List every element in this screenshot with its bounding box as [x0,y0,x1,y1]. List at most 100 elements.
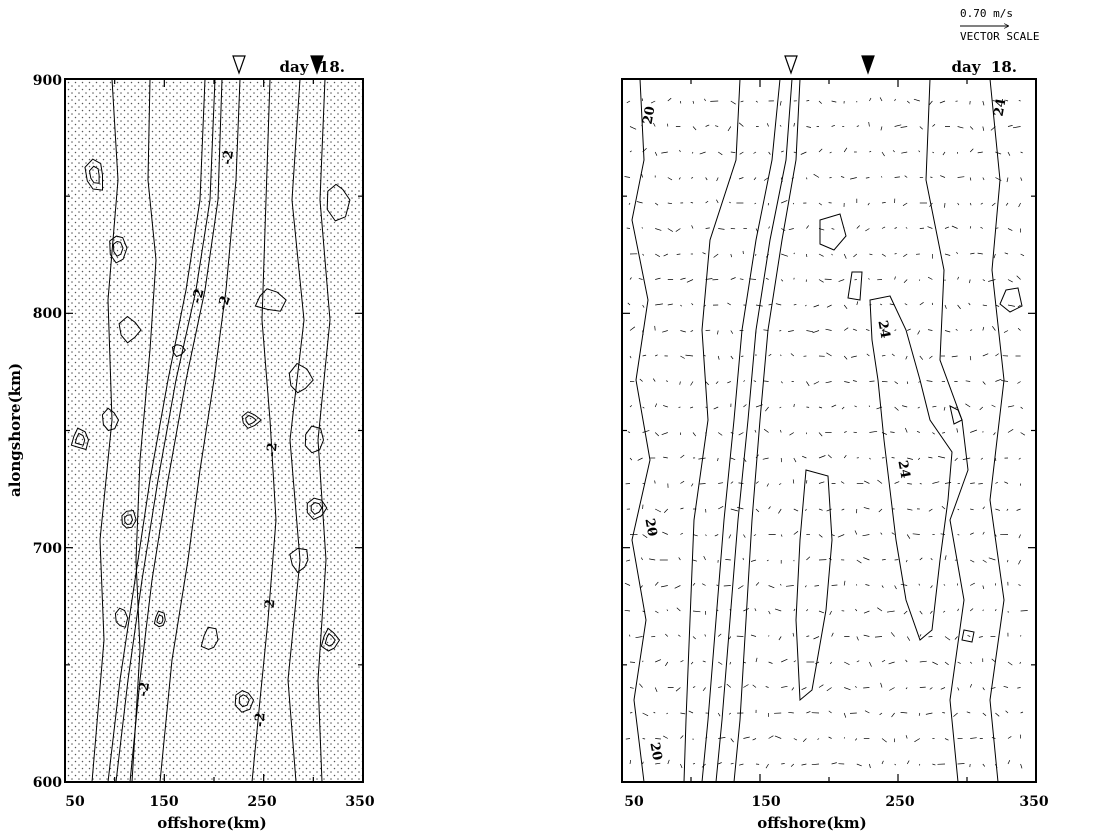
contour-line [715,78,793,783]
velocity-vector [1017,304,1021,308]
velocity-vector [739,763,744,766]
velocity-vector [655,610,659,614]
velocity-vector [826,687,832,692]
velocity-vector [768,226,770,229]
velocity-vector [753,177,757,181]
velocity-vector [982,279,985,282]
velocity-vector [953,712,958,717]
velocity-vector [969,226,972,229]
velocity-vector [629,457,633,461]
velocity-vector [917,457,921,460]
velocity-vector [730,355,734,360]
velocity-vector [704,98,706,102]
velocity-vector [844,381,850,383]
velocity-vector [781,253,789,257]
velocity-vector [692,432,696,437]
velocity-vector [680,454,685,459]
velocity-vector [629,405,633,408]
velocity-vector [831,124,836,127]
velocity-vector [1003,685,1009,688]
velocity-vector [680,277,686,280]
velocity-vector [940,687,946,690]
velocity-vector [919,610,923,615]
velocity-vector [692,559,698,562]
velocity-vector [762,457,769,460]
velocity-vector [680,735,684,739]
velocity-vector [738,122,744,127]
velocity-vector [654,480,656,484]
velocity-vector [718,686,722,688]
velocity-vector [788,228,794,231]
contour-blob [320,627,341,652]
velocity-vector [932,405,937,408]
contour-blob [118,315,142,344]
velocity-vector [654,151,658,156]
velocity-vector [869,380,875,382]
velocity-vector [919,557,923,561]
velocity-vector [818,406,823,409]
velocity-vector [988,279,996,282]
velocity-vector [743,684,749,688]
velocity-vector [865,584,870,586]
velocity-vector [679,381,681,385]
velocity-vector [863,480,870,484]
velocity-vector [843,253,847,259]
velocity-vector [944,661,949,666]
velocity-vector [1018,584,1021,586]
velocity-vector [982,559,987,563]
velocity-vector [1019,661,1021,665]
velocity-vector [800,151,807,155]
velocity-vector [869,97,872,102]
velocity-vector [778,483,782,485]
velocity-vector [702,252,706,255]
velocity-vector [868,121,870,127]
velocity-vector [881,559,886,561]
velocity-vector [944,226,950,229]
velocity-vector [688,710,694,714]
velocity-vector [995,534,997,537]
velocity-vector [806,177,808,180]
velocity-vector [1007,760,1011,765]
velocity-vector [718,482,724,484]
velocity-vector [666,712,668,715]
velocity-vector [982,177,985,181]
velocity-vector [855,608,858,612]
contour-blob [999,287,1023,313]
velocity-vector [982,763,986,767]
velocity-vector [828,710,832,714]
velocity-vector [730,508,738,512]
velocity-vector [741,355,744,357]
velocity-vector [894,98,896,102]
velocity-vector [779,100,782,106]
velocity-vector [655,354,658,357]
left-x-tick-250: 250 [247,794,276,810]
contour-blob [289,547,309,574]
velocity-vector [818,202,823,206]
velocity-vector [738,177,744,180]
velocity-vector [992,325,996,331]
velocity-vector [881,760,884,765]
velocity-vector [905,559,908,563]
velocity-vector [969,683,973,688]
velocity-vector [944,636,951,641]
velocity-vector [793,457,797,463]
velocity-vector [851,355,857,358]
velocity-vector [705,200,709,204]
velocity-vector [655,228,662,231]
velocity-vector [639,378,643,382]
velocity-vector [814,585,820,587]
velocity-vector [1020,151,1023,154]
velocity-vector [629,687,634,689]
velocity-vector [864,710,870,714]
contour-blob [200,626,219,650]
velocity-vector [627,431,631,433]
velocity-vector [825,328,832,331]
velocity-vector [929,355,933,359]
velocity-vector [728,636,732,640]
velocity-vector [944,304,947,309]
velocity-vector [818,508,823,511]
velocity-vector [863,634,870,637]
velocity-vector [692,100,695,104]
velocity-vector [1004,252,1009,255]
velocity-vector [1001,380,1009,382]
